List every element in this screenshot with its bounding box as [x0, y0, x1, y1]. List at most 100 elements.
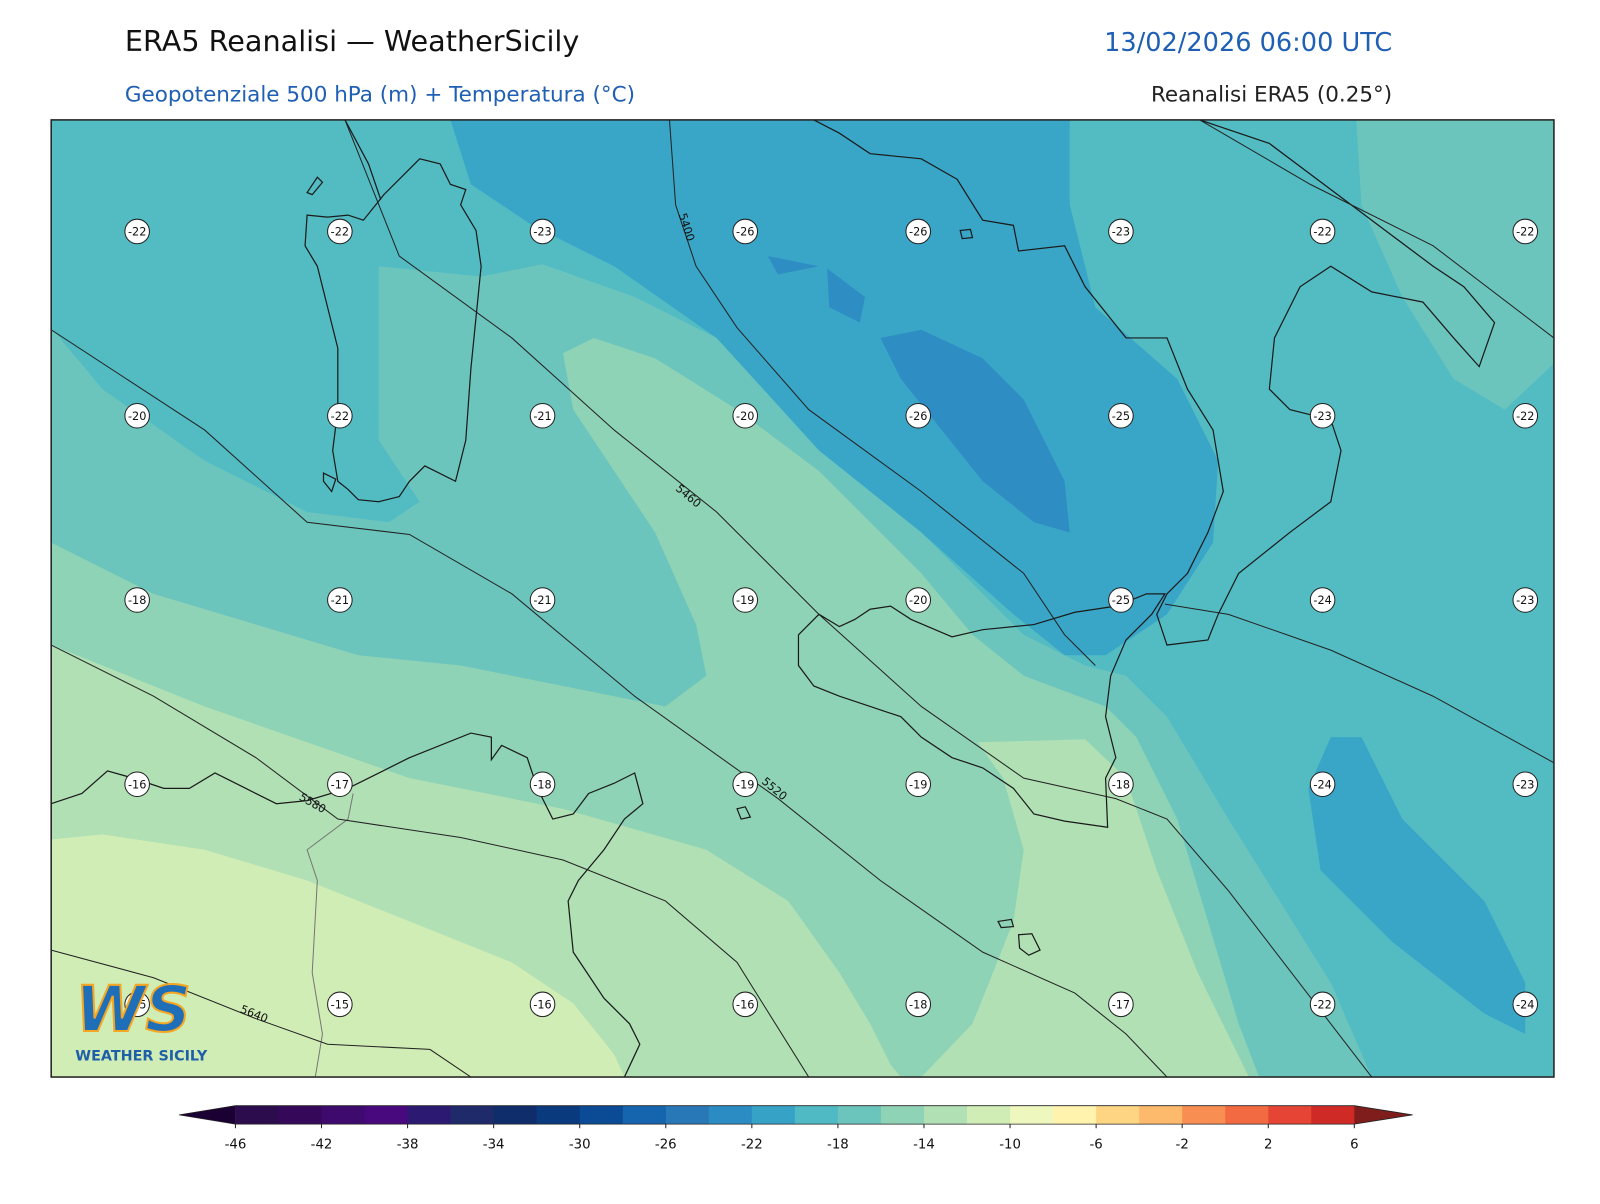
temp-marker — [732, 218, 759, 245]
colorbar-tick-label: -46 — [225, 1138, 247, 1153]
colorbar-bin — [967, 1105, 1011, 1125]
isohypse — [51, 644, 810, 1078]
colorbar-tick-label: -2 — [1176, 1138, 1189, 1153]
temp-marker — [1512, 587, 1539, 613]
logo-name: WEATHER SICILY — [75, 1049, 208, 1065]
temp-label: -20 — [128, 410, 146, 423]
colorbar-bin — [880, 1105, 925, 1125]
colorbar-bin — [1053, 1105, 1097, 1125]
temp-label: -15 — [128, 998, 146, 1011]
colorbar-tick-label: 6 — [1350, 1138, 1358, 1153]
temp-label: -22 — [128, 226, 146, 239]
colorbar-tick-label: -26 — [655, 1138, 677, 1153]
colorbar-tick-label: -34 — [483, 1138, 505, 1153]
temp-marker — [905, 587, 932, 613]
datetime: 13/02/2026 06:00 UTC — [1104, 28, 1392, 58]
temp-marker — [124, 218, 150, 245]
temp-label: -24 — [1313, 594, 1331, 607]
temp-marker — [1512, 402, 1539, 429]
temp-marker — [1108, 587, 1134, 613]
temp-marker — [327, 771, 353, 798]
temp-marker — [529, 587, 556, 613]
temp-label: -23 — [1516, 778, 1534, 791]
colorbar-bin — [536, 1105, 581, 1125]
temp-label: -24 — [1516, 998, 1534, 1011]
colorbar-tick-label: -38 — [397, 1138, 419, 1153]
colorbar-tick-label: -10 — [999, 1138, 1021, 1153]
temp-label: -25 — [1112, 410, 1130, 423]
source: Reanalisi ERA5 (0.25°) — [1151, 82, 1392, 107]
temp-marker — [1309, 402, 1336, 429]
temp-label: -17 — [1112, 998, 1130, 1011]
temp-marker — [732, 991, 759, 1018]
colorbar-bin — [321, 1105, 366, 1125]
colorbar-bin — [1182, 1105, 1226, 1125]
temp-label: -22 — [331, 226, 349, 239]
temp-label: -21 — [533, 594, 551, 607]
colorbar-bin — [622, 1105, 667, 1125]
temp-label: -18 — [909, 998, 927, 1011]
colorbar-bin — [1139, 1105, 1183, 1125]
temp-label: -23 — [1112, 226, 1130, 239]
colorbar-bin — [794, 1105, 839, 1125]
temp-marker — [1309, 218, 1336, 245]
temp-label: -22 — [1313, 226, 1331, 239]
temp-marker — [1512, 771, 1539, 798]
temp-marker — [1512, 218, 1539, 245]
colorbar-bin — [278, 1105, 323, 1125]
colorbar-bin — [837, 1105, 882, 1125]
coastline — [51, 732, 644, 1078]
colorbar-bin — [364, 1105, 409, 1125]
temp-label: -26 — [909, 410, 927, 423]
colorbar-tick-label: -14 — [913, 1138, 935, 1153]
colorbar-extend — [179, 1105, 236, 1125]
border — [306, 793, 354, 1078]
temp-marker — [732, 771, 759, 798]
temp-label: -26 — [736, 226, 754, 239]
temp-label: -25 — [1112, 594, 1130, 607]
temp-label: -22 — [1313, 998, 1331, 1011]
temp-label: -23 — [1313, 410, 1331, 423]
temp-marker — [905, 771, 932, 798]
temp-marker — [327, 402, 353, 429]
field — [767, 256, 1070, 533]
colorbar-bin — [1311, 1105, 1355, 1125]
field — [450, 119, 1526, 1035]
colorbar-bin — [1225, 1105, 1269, 1125]
temp-label: -18 — [533, 778, 551, 791]
temp-marker — [1108, 402, 1134, 429]
temp-marker — [529, 402, 556, 429]
subtitle: Geopotenziale 500 hPa (m) + Temperatura … — [125, 82, 635, 107]
temp-marker — [529, 218, 556, 245]
colorbar-bin — [493, 1105, 538, 1125]
logo: WS WEATHER SICILY — [74, 971, 208, 1065]
temp-label: -15 — [331, 998, 349, 1011]
temp-marker — [529, 991, 556, 1018]
temp-label: -16 — [736, 998, 754, 1011]
temp-marker — [905, 991, 932, 1018]
colorbar-tick-label: -22 — [741, 1138, 763, 1153]
colorbar-extend — [1354, 1105, 1413, 1125]
colorbar-bin — [708, 1105, 753, 1125]
temp-label: -23 — [533, 226, 551, 239]
temp-marker — [1512, 991, 1539, 1018]
isohypse — [51, 329, 1168, 1078]
temp-label: -20 — [909, 594, 927, 607]
colorbar-tick-label: -18 — [827, 1138, 849, 1153]
colorbar-bin — [1096, 1105, 1140, 1125]
temp-label: -23 — [1516, 594, 1534, 607]
field — [51, 834, 625, 1078]
temp-label: -16 — [128, 778, 146, 791]
map: -22 -22 -23 -26 -26 -23 -22 -22 -20 -22 -21 -20 -26 -… — [51, 119, 1554, 1078]
temp-marker — [327, 991, 353, 1018]
temp-marker — [1309, 587, 1336, 613]
temp-label: -18 — [1112, 778, 1130, 791]
temp-marker — [1309, 991, 1336, 1018]
coastline — [736, 593, 1167, 956]
temp-label: -19 — [736, 594, 754, 607]
temp-label: -18 — [128, 594, 146, 607]
temp-marker — [327, 587, 353, 613]
temp-marker — [732, 587, 759, 613]
